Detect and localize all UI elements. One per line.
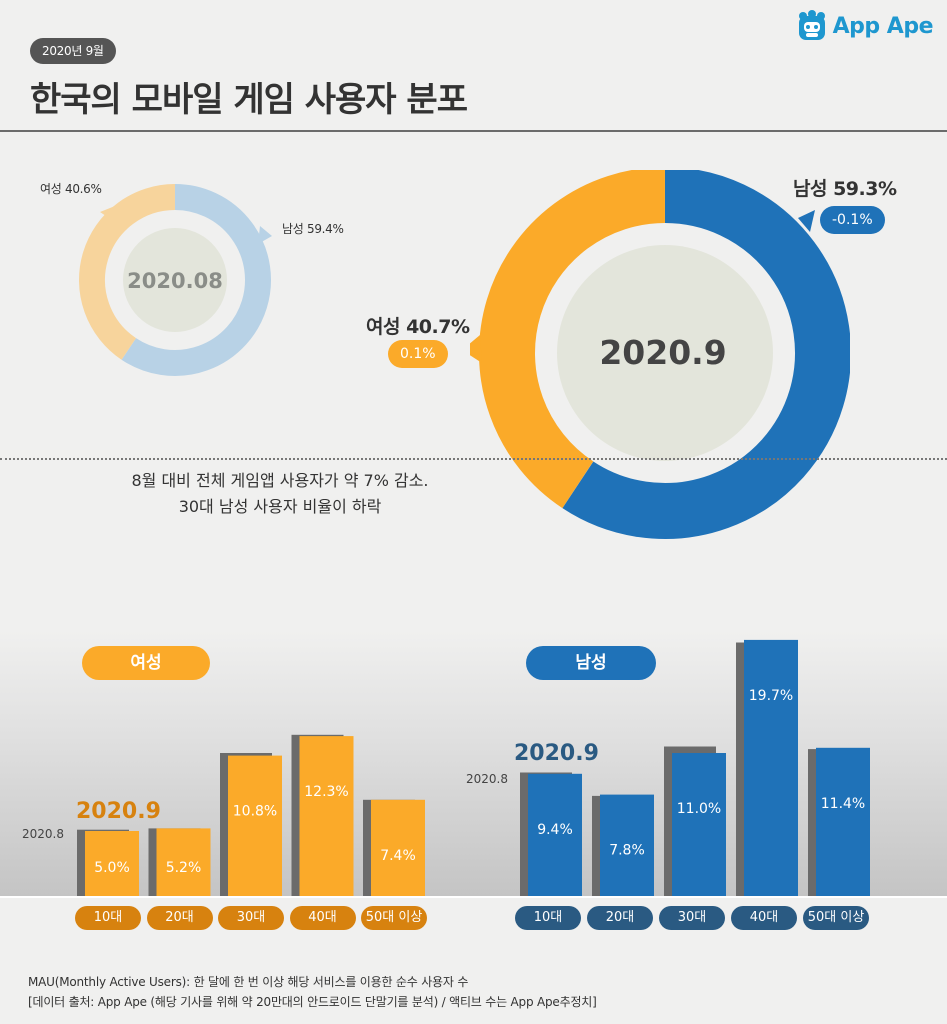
female-category-label: 30대	[218, 906, 284, 930]
female-bar-curr	[85, 831, 139, 896]
app-ape-monkey-icon	[798, 10, 825, 40]
male-category-label: 10대	[515, 906, 581, 930]
bar-baseline	[0, 896, 947, 898]
prev-male-label: 남성 59.4%	[282, 222, 344, 236]
prev-center-label: 2020.08	[127, 269, 223, 293]
female-category-label: 20대	[146, 906, 213, 930]
section-divider	[0, 458, 947, 460]
donut-chart-curr: 2020.9	[470, 170, 850, 539]
female-data-label: 12.3%	[304, 784, 348, 800]
male-bar-curr	[744, 639, 798, 896]
male-data-label: 9.4%	[537, 822, 573, 838]
curr-center-label: 2020.9	[599, 333, 726, 372]
female-bar-curr	[228, 755, 282, 896]
prev-female-label: 여성 40.6%	[40, 182, 102, 196]
curr-female-slice	[479, 170, 666, 509]
bar-charts: 5.0% 5.2% 10.8% 12.3% 7.4% 9.4% 7.8% 11.0% 19.7%…	[22, 639, 870, 896]
curr-female-change-badge: 0.1%	[388, 340, 448, 368]
logo-text: App Ape	[832, 13, 934, 39]
male-category-label: 30대	[659, 906, 725, 930]
female-category-label: 10대	[75, 906, 141, 930]
donut-chart-prev: 2020.08	[79, 184, 272, 376]
male-section-title: 남성	[526, 646, 656, 680]
male-data-label: 7.8%	[609, 843, 645, 859]
female-bar-curr	[299, 736, 354, 896]
footnote: MAU(Monthly Active Users): 한 달에 한 번 이상 해…	[28, 972, 597, 1012]
female-bar-curr	[156, 828, 211, 896]
summary-line-2: 30대 남성 사용자 비율이 하락	[178, 497, 382, 516]
prev-center-disc	[123, 228, 227, 332]
female-data-label: 5.0%	[94, 860, 130, 876]
curr-female-pointer	[470, 335, 482, 363]
curr-male-change-badge: -0.1%	[820, 206, 885, 234]
female-prev-label: 2020.8	[22, 827, 64, 841]
male-bar-curr	[672, 753, 726, 896]
male-prev-label: 2020.8	[466, 772, 508, 786]
female-category-label: 40대	[289, 906, 356, 930]
male-bar-curr	[600, 794, 654, 896]
male-category-label: 40대	[731, 906, 797, 930]
summary-text: 8월 대비 전체 게임앱 사용자가 약 7% 감소. 30대 남성 사용자 비율…	[0, 468, 560, 520]
prev-male-pointer	[258, 226, 272, 244]
summary-line-1: 8월 대비 전체 게임앱 사용자가 약 7% 감소.	[131, 471, 429, 490]
prev-female-pointer	[100, 206, 115, 220]
female-bar-curr	[371, 799, 425, 896]
male-category-label: 20대	[587, 906, 653, 930]
male-data-label: 19.7%	[749, 688, 793, 704]
female-data-label: 10.8%	[233, 804, 277, 820]
female-category-label: 50대 이상	[361, 906, 427, 930]
female-curr-label: 2020.9	[76, 799, 161, 824]
app-ape-logo: App Ape	[797, 10, 934, 42]
footnote-line-1: MAU(Monthly Active Users): 한 달에 한 번 이상 해…	[28, 975, 469, 989]
curr-male-label: 남성 59.3%	[793, 178, 897, 200]
date-badge: 2020년 9월	[30, 38, 116, 64]
male-data-label: 11.4%	[821, 796, 865, 812]
header-divider	[0, 130, 947, 132]
page-title: 한국의 모바일 게임 사용자 분포	[30, 80, 468, 120]
male-category-label: 50대 이상	[803, 906, 869, 930]
prev-male-slice	[121, 184, 271, 376]
curr-center-disc	[557, 245, 773, 461]
male-data-label: 11.0%	[677, 801, 721, 817]
curr-female-label: 여성 40.7%	[366, 316, 470, 338]
curr-male-slice	[562, 170, 850, 539]
male-bar-curr	[816, 747, 870, 896]
prev-female-slice	[79, 184, 176, 360]
female-section-title: 여성	[82, 646, 210, 680]
male-bar-curr	[528, 773, 582, 896]
female-data-label: 7.4%	[380, 848, 416, 864]
female-data-label: 5.2%	[166, 860, 202, 876]
curr-male-pointer	[798, 210, 815, 232]
footnote-line-2: [데이터 출처: App Ape (해당 기사를 위해 약 20만대의 안드로이…	[28, 995, 597, 1009]
male-curr-label: 2020.9	[514, 741, 599, 766]
